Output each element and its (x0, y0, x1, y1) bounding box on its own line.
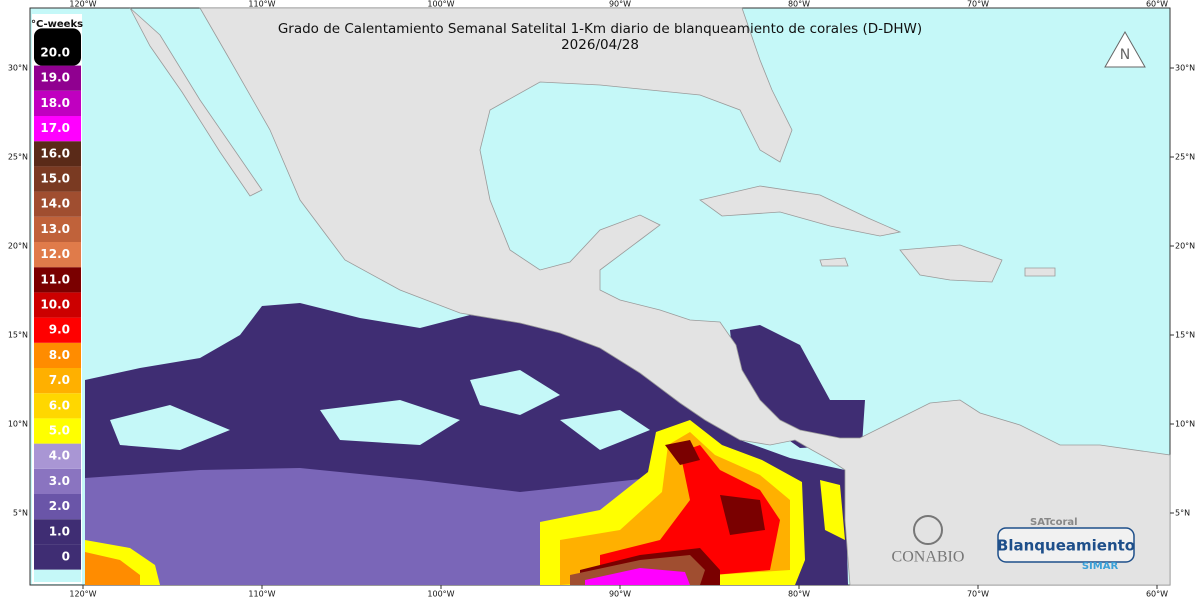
lat-tick-label: 5°N (1175, 509, 1190, 518)
legend-swatch (34, 166, 81, 192)
north-arrow: N (1104, 30, 1146, 68)
legend-label: 14.0 (40, 197, 70, 211)
lon-tick-label: 70°W (967, 0, 989, 9)
legend-swatch (34, 443, 81, 469)
legend-label: 18.0 (40, 96, 70, 110)
legend-label: 7.0 (49, 373, 70, 387)
legend-label: 19.0 (40, 71, 70, 85)
lat-tick-label: 30°N (8, 64, 28, 73)
legend-swatch (34, 317, 81, 343)
lat-tick-label: 15°N (8, 331, 28, 340)
legend-swatch (34, 292, 81, 318)
blanqueamiento-text: Blanqueamiento (997, 537, 1135, 555)
lon-tick-label: 110°W (248, 590, 275, 599)
satcoral-text: SATcoral (1030, 517, 1078, 528)
lon-tick-label: 100°W (427, 0, 454, 9)
lon-tick-label: 60°W (1146, 590, 1168, 599)
lat-tick-label: 30°N (1175, 64, 1195, 73)
legend-swatch (34, 418, 81, 444)
legend-swatch (34, 368, 81, 394)
legend-label: 6.0 (49, 398, 70, 412)
legend-label: 1.0 (49, 524, 70, 538)
legend-swatch (34, 544, 81, 570)
legend-below-swatch (34, 569, 81, 582)
legend-swatch (34, 242, 81, 268)
legend-label: 15.0 (40, 172, 70, 186)
lat-tick-label: 15°N (1175, 331, 1195, 340)
legend-label: 9.0 (49, 323, 70, 337)
lat-tick-label: 10°N (8, 420, 28, 429)
lon-tick-label: 110°W (248, 0, 275, 9)
lon-tick-label: 80°W (788, 0, 810, 9)
lat-tick-label: 20°N (8, 242, 28, 251)
legend-label: 2.0 (49, 499, 70, 513)
legend-label: 0 (62, 550, 70, 564)
lat-tick-label: 10°N (1175, 420, 1195, 429)
legend-label: 5.0 (49, 424, 70, 438)
north-symbol: N (1120, 47, 1130, 63)
conabio-text: CONABIO (892, 549, 965, 566)
legend-label: 16.0 (40, 146, 70, 160)
legend-label: 8.0 (49, 348, 70, 362)
lat-tick-label: 5°N (13, 509, 28, 518)
legend-swatch (34, 141, 81, 167)
lon-tick-label: 80°W (788, 590, 810, 599)
legend-swatch (34, 468, 81, 494)
legend-label: 17.0 (40, 121, 70, 135)
legend-label: 20.0 (40, 46, 70, 60)
lon-tick-label: 70°W (967, 590, 989, 599)
legend-label: 11.0 (40, 272, 70, 286)
map-title: Grado de Calentamiento Semanal Satelital… (278, 21, 922, 37)
legend-swatch (34, 494, 81, 520)
legend-label: 4.0 (49, 449, 70, 463)
legend: °C-weeks 0 1.0 2.0 3.0 4.0 5.0 6.0 7.0 8.0 9.0 10.… (31, 14, 83, 584)
land (129, 7, 1171, 586)
lat-tick-label: 20°N (1175, 242, 1195, 251)
legend-swatch (34, 393, 81, 419)
lon-tick-label: 120°W (69, 0, 96, 9)
legend-swatch (34, 28, 81, 66)
lon-tick-label: 90°W (609, 0, 631, 9)
legend-swatch (34, 191, 81, 217)
lat-tick-label: 25°N (1175, 153, 1195, 162)
lon-tick-label: 100°W (427, 590, 454, 599)
lat-tick-label: 25°N (8, 153, 28, 162)
simar-text: SIMAR (1082, 561, 1119, 572)
legend-swatch (34, 116, 81, 142)
legend-label: 12.0 (40, 247, 70, 261)
legend-swatch (34, 216, 81, 242)
legend-swatch (34, 65, 81, 91)
lon-tick-label: 120°W (69, 590, 96, 599)
lon-tick-label: 90°W (609, 590, 631, 599)
legend-swatch (34, 519, 81, 545)
legend-unit: °C-weeks (31, 19, 83, 30)
heat-layer (85, 303, 865, 585)
lon-tick-label: 60°W (1146, 0, 1168, 9)
legend-swatch (34, 90, 81, 116)
simar-logo: SATcoral Blanqueamiento SIMAR (997, 517, 1135, 572)
legend-label: 10.0 (40, 298, 70, 312)
conabio-logo: CONABIO (892, 515, 965, 566)
legend-swatch (34, 342, 81, 368)
legend-swatch (34, 267, 81, 293)
legend-label: 13.0 (40, 222, 70, 236)
map-date: 2026/04/28 (561, 37, 639, 53)
legend-label: 3.0 (49, 474, 70, 488)
